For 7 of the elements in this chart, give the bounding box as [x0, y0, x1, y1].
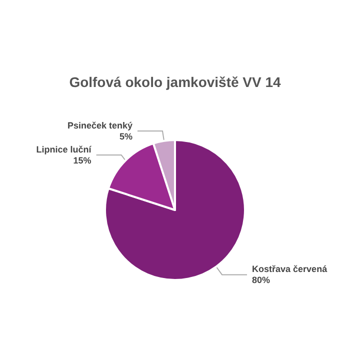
- slice-label: Lipnice luční: [36, 144, 92, 154]
- data-label: 5%: [119, 131, 132, 142]
- slice-label: Psineček tenký: [67, 120, 132, 130]
- data-label: 80%: [252, 275, 270, 286]
- chart-title: Golfová okolo jamkoviště VV 14: [69, 74, 282, 90]
- slice-label: Kostřava červená: [252, 264, 328, 274]
- data-label: 15%: [73, 155, 92, 166]
